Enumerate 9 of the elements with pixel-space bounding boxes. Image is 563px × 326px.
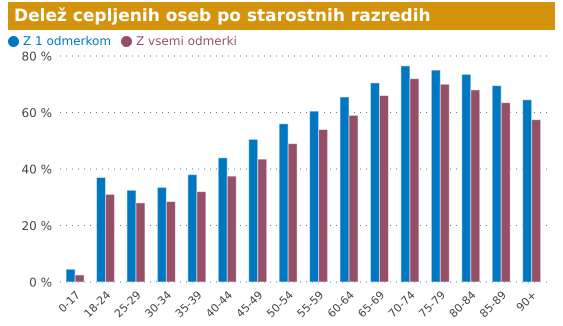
y-tick-label: 60 % [22,106,52,120]
legend-label: Z 1 odmerkom [23,34,112,48]
x-tick-label: 90+ [514,288,540,314]
legend-label: Z vsemi odmerki [136,34,237,48]
y-tick-label: 80 % [22,49,52,64]
chart-title: Delež cepljenih oseb po starostnih razredih [8,2,555,30]
y-tick-label: 0 % [29,275,52,290]
y-tick-label: 20 % [22,218,52,233]
y-tick-label: 40 % [22,162,52,176]
